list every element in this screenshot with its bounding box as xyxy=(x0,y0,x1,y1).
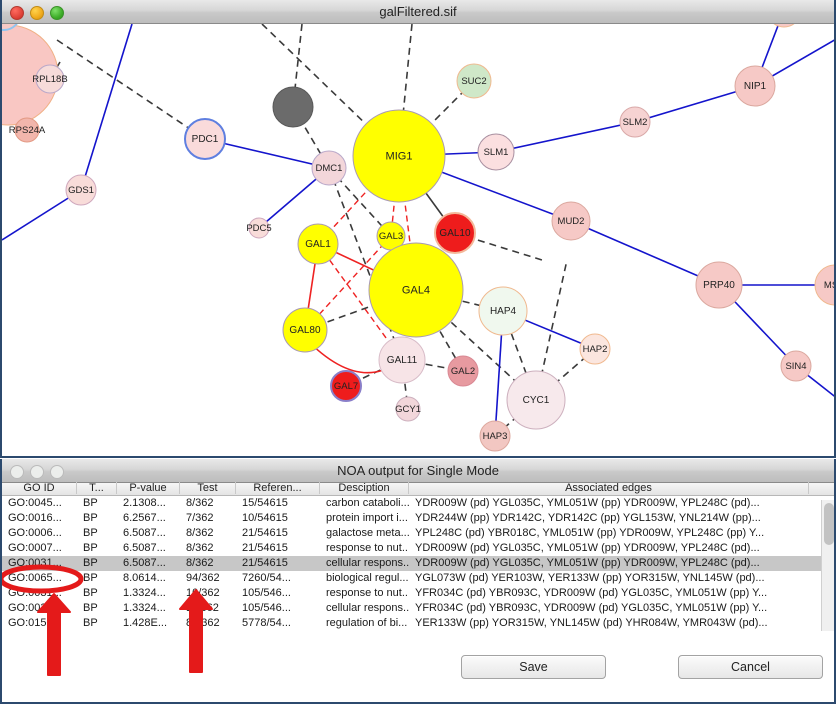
svg-text:DMC1: DMC1 xyxy=(316,163,343,174)
svg-text:CYC1: CYC1 xyxy=(523,395,550,406)
svg-text:GAL1: GAL1 xyxy=(305,239,331,250)
svg-text:GCY1: GCY1 xyxy=(395,404,421,415)
svg-text:GAL4: GAL4 xyxy=(402,285,430,297)
svg-text:HAP3: HAP3 xyxy=(483,431,508,442)
svg-text:GAL7: GAL7 xyxy=(334,381,358,392)
svg-text:PRP40: PRP40 xyxy=(703,280,735,291)
svg-text:GAL10: GAL10 xyxy=(439,228,471,239)
svg-text:RPS24A: RPS24A xyxy=(9,125,46,136)
svg-text:PDC1: PDC1 xyxy=(192,134,219,145)
svg-text:GDS1: GDS1 xyxy=(68,185,94,196)
svg-text:SLM2: SLM2 xyxy=(623,117,648,128)
svg-text:MUD2: MUD2 xyxy=(558,216,585,227)
svg-text:GAL11: GAL11 xyxy=(387,355,418,366)
svg-text:HAP4: HAP4 xyxy=(490,306,517,317)
svg-text:MSI1: MSI1 xyxy=(824,280,836,291)
svg-text:RPL18B: RPL18B xyxy=(32,74,67,85)
svg-text:MIG1: MIG1 xyxy=(386,151,413,163)
svg-text:NIP1: NIP1 xyxy=(744,81,767,92)
svg-text:GAL3: GAL3 xyxy=(379,231,403,242)
svg-text:GAL2: GAL2 xyxy=(451,366,475,377)
svg-text:HAP2: HAP2 xyxy=(583,344,608,355)
svg-text:GAL80: GAL80 xyxy=(289,325,321,336)
svg-text:PDC5: PDC5 xyxy=(246,223,271,234)
svg-text:SLM1: SLM1 xyxy=(484,147,509,158)
svg-text:SUC2: SUC2 xyxy=(461,76,486,87)
svg-text:SIN4: SIN4 xyxy=(785,361,806,372)
